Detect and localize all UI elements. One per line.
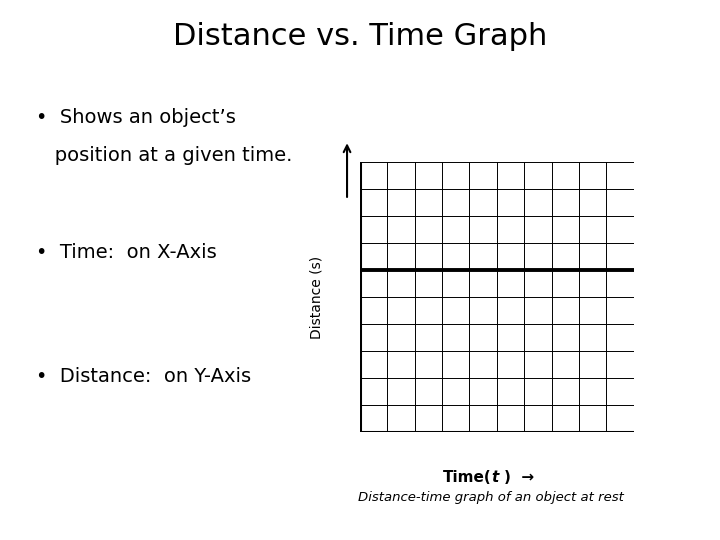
Text: )  →: ) → (504, 470, 534, 485)
Text: •  Time:  on X-Axis: • Time: on X-Axis (36, 243, 217, 262)
Text: •  Distance:  on Y-Axis: • Distance: on Y-Axis (36, 367, 251, 386)
Text: position at a given time.: position at a given time. (36, 146, 292, 165)
Text: Distance (s): Distance (s) (310, 255, 324, 339)
Text: t: t (491, 470, 498, 485)
Text: •  Shows an object’s: • Shows an object’s (36, 108, 236, 127)
Text: Distance-time graph of an object at rest: Distance-time graph of an object at rest (359, 491, 624, 504)
Text: Distance vs. Time Graph: Distance vs. Time Graph (173, 22, 547, 51)
Text: Time(: Time( (443, 470, 491, 485)
